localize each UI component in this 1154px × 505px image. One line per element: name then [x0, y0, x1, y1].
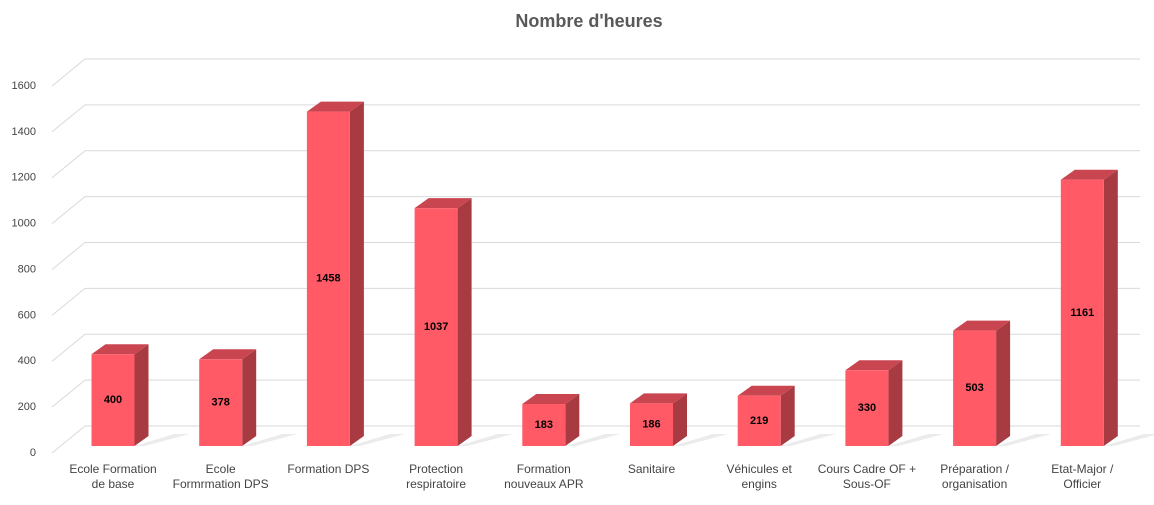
bar-top — [306, 101, 364, 112]
bar-shadow — [673, 434, 728, 446]
bar-top — [414, 198, 472, 209]
x-tick-label: Etat-Major / Officier — [1051, 462, 1114, 491]
bar-shadow — [1103, 434, 1154, 446]
bar — [414, 208, 458, 446]
value-label: 183 — [535, 419, 553, 431]
bar — [737, 395, 781, 446]
bar-top — [1060, 169, 1118, 180]
bar — [630, 403, 673, 446]
x-tick-label: Protection respiratoire — [406, 462, 467, 491]
bar-side — [888, 360, 903, 446]
y-tick-label: 1000 — [12, 218, 36, 230]
y-tick-label: 200 — [18, 401, 36, 413]
bar — [199, 359, 243, 446]
bar-shadow — [457, 434, 513, 446]
value-label: 219 — [750, 415, 768, 427]
x-tick-label: Sanitaire — [627, 462, 676, 476]
y-tick-label: 0 — [30, 447, 36, 459]
y-tick-label: 1200 — [12, 172, 36, 184]
grid-line — [51, 379, 1140, 408]
bar-side — [996, 320, 1011, 446]
bar-top — [845, 360, 903, 371]
x-tick-label: Formation nouveaux APR — [504, 462, 584, 491]
bar — [1060, 179, 1104, 446]
x-tick-label: Ecole Formrmation DPS — [172, 462, 269, 491]
bar-side — [565, 394, 580, 446]
bar — [306, 111, 350, 446]
bar-side — [349, 101, 364, 446]
value-label: 186 — [642, 419, 660, 431]
bar-top — [522, 394, 580, 405]
grid-line — [51, 333, 1140, 362]
bar-top — [199, 349, 257, 360]
grid-line — [51, 58, 1140, 87]
x-tick-label: Véhicules et engins — [726, 462, 792, 491]
y-tick-label: 1400 — [12, 126, 36, 138]
x-tick-label: Ecole Formation de base — [69, 462, 157, 491]
value-label: 1161 — [1070, 307, 1094, 319]
value-label: 400 — [104, 394, 122, 406]
bar-side — [134, 344, 149, 446]
bar — [522, 404, 566, 446]
value-label: 1037 — [424, 321, 448, 333]
y-tick-label: 1600 — [12, 80, 36, 92]
bar — [845, 370, 889, 446]
y-tick-label: 600 — [18, 309, 36, 321]
value-label: 378 — [212, 397, 230, 409]
x-tick-label: Cours Cadre OF + Sous-OF — [817, 462, 917, 491]
value-label: 503 — [965, 382, 983, 394]
bar-top — [630, 393, 687, 404]
bar-top — [953, 320, 1011, 331]
bar-side — [457, 198, 472, 446]
grid-line — [51, 196, 1140, 225]
x-tick-label: Formation DPS — [287, 462, 370, 476]
bar-side — [242, 349, 257, 446]
value-label: 330 — [858, 402, 876, 414]
bar-shadow — [996, 434, 1052, 446]
bar-side — [673, 393, 687, 446]
x-tick-label: Préparation / organisation — [940, 462, 1009, 491]
grid-line — [51, 104, 1140, 133]
bar-shadow — [349, 434, 405, 446]
bar-side — [780, 385, 795, 446]
bar-side — [1103, 169, 1118, 446]
chart-title: Nombre d'heures — [515, 11, 662, 31]
grid-line — [51, 242, 1140, 270]
bar-top — [91, 344, 149, 355]
value-label: 1458 — [316, 273, 340, 285]
bar-shadow — [780, 434, 836, 446]
grid-line — [51, 150, 1140, 179]
bar-shadow — [242, 434, 298, 446]
y-tick-label: 400 — [18, 355, 36, 367]
y-tick-label: 800 — [18, 263, 36, 275]
bar-shadow — [134, 434, 190, 446]
bar-shadow — [888, 434, 944, 446]
bar — [953, 330, 997, 446]
bar-top — [737, 385, 795, 396]
grid-line — [51, 287, 1140, 316]
bar — [91, 354, 135, 446]
bar-shadow — [565, 434, 621, 446]
